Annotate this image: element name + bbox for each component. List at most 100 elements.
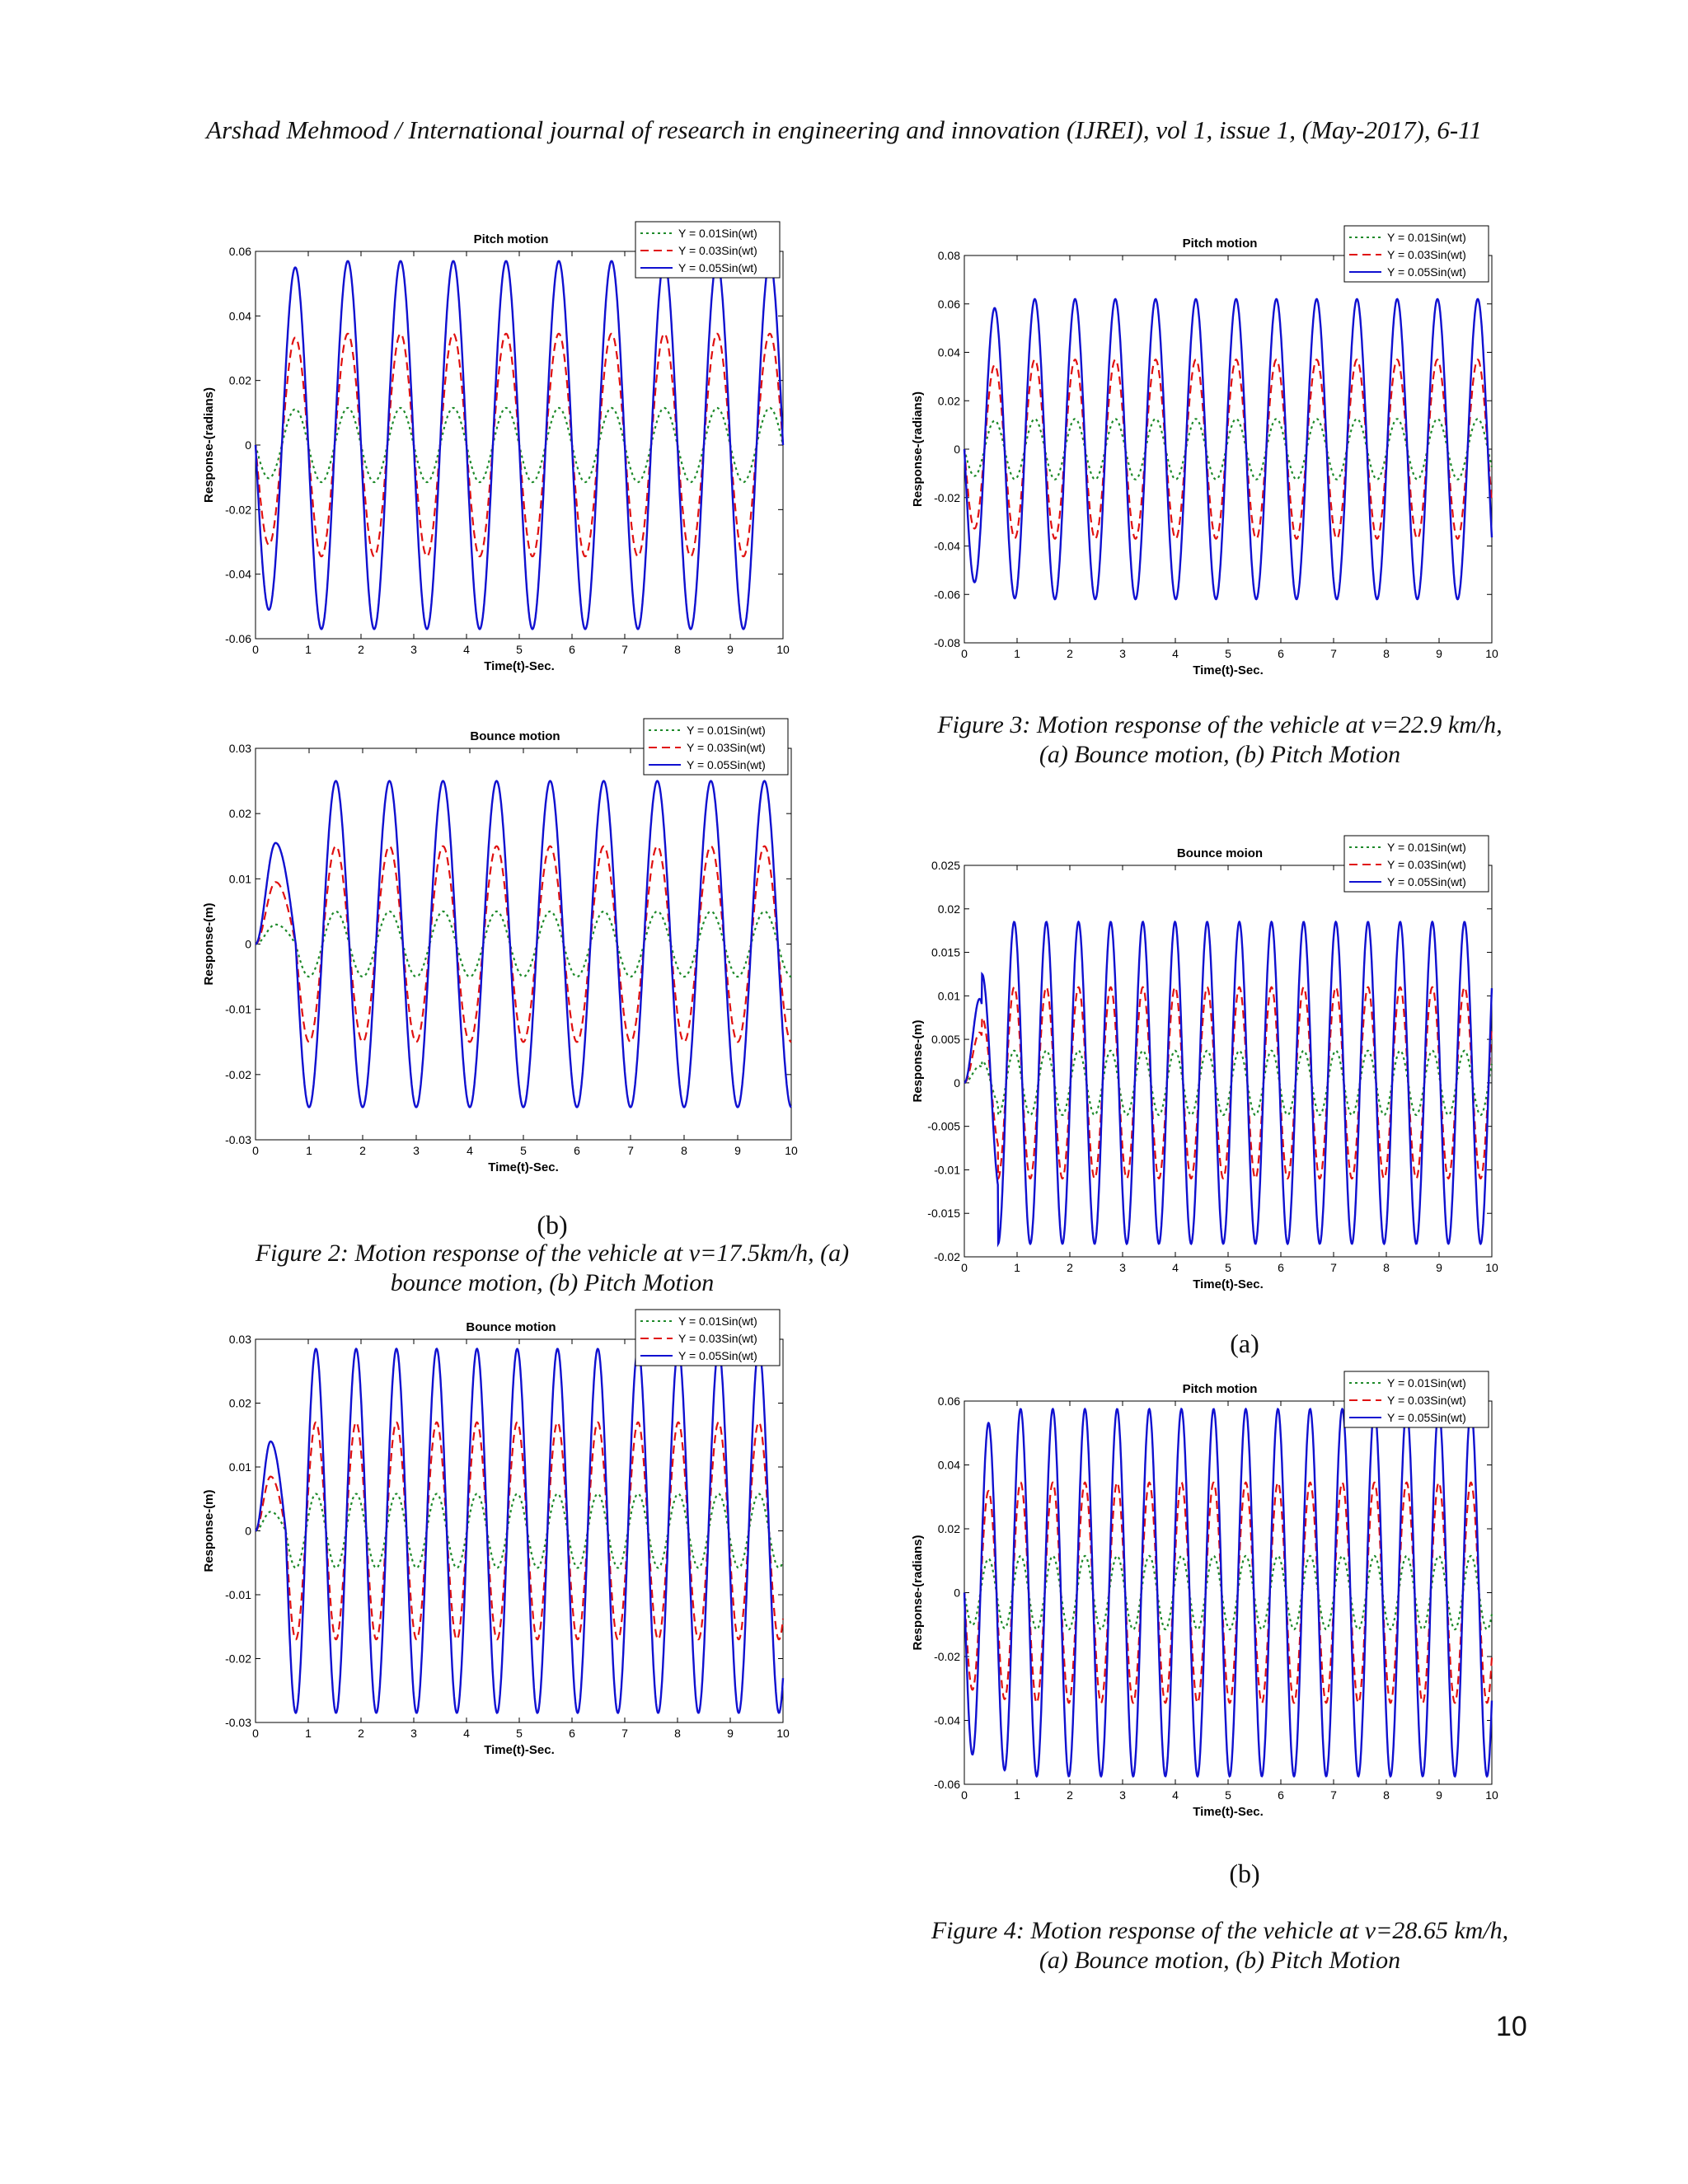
y-tick-label: -0.03: [225, 1716, 251, 1729]
y-tick-label: -0.02: [225, 503, 251, 516]
x-tick-label: 3: [1119, 1261, 1126, 1274]
chart-title: Pitch motion: [1183, 237, 1258, 251]
y-tick-label: -0.06: [934, 1778, 960, 1791]
legend-entry: Y = 0.03Sin(wt): [1387, 858, 1466, 871]
x-tick-label: 10: [1485, 1261, 1498, 1274]
x-tick-label: 2: [1067, 1788, 1073, 1802]
figure-4-caption: Figure 4: Motion response of the vehicle…: [890, 1916, 1550, 1975]
chart-pitch-motion-fig3b: Pitch motion 0 1 2 3 4 5 6 7 8 9 10 -0.08 -0.06 -0.04 -…: [911, 225, 1498, 677]
legend-entry: Y = 0.01Sin(wt): [687, 724, 766, 737]
x-tick-label: 0: [252, 643, 259, 656]
y-tick-label: -0.02: [934, 1650, 960, 1663]
legend-entry: Y = 0.03Sin(wt): [678, 1332, 757, 1345]
x-tick-label: 0: [961, 1261, 968, 1274]
x-tick-label: 2: [359, 1144, 366, 1157]
series-line-3: [254, 260, 785, 630]
x-tick-label: 1: [1014, 647, 1020, 660]
y-axis-label: Response-(m): [202, 902, 216, 985]
x-tick-label: 2: [358, 643, 364, 656]
series-line-1: [256, 910, 792, 978]
y-tick-label: -0.02: [225, 1652, 251, 1666]
chart-pitch-motion-fig4b: Pitch motion 0 1 2 3 4 5 6 7 8 9 10 -0.06 -0.04 -0.02 0…: [911, 1371, 1498, 1819]
y-tick-label: 0.06: [229, 245, 251, 258]
x-tick-label: 7: [621, 643, 628, 656]
legend-entry: Y = 0.01Sin(wt): [678, 227, 757, 240]
x-tick-label: 6: [569, 1727, 575, 1740]
x-tick-label: 3: [1119, 1788, 1126, 1802]
x-tick-label: 1: [1014, 1788, 1020, 1802]
series-line-2: [963, 1481, 1493, 1704]
x-tick-label: 4: [463, 1727, 470, 1740]
chart-pitch-motion-fig2a: Pitch motion 0 1 2 3 4 5 6 7 8 9 10 -0.06 -0.04 -0.02 0…: [202, 221, 790, 673]
x-tick-label: 0: [961, 647, 968, 660]
legend-entry: Y = 0.05Sin(wt): [1387, 265, 1466, 279]
y-tick-label: 0: [954, 443, 960, 456]
x-axis-label: Time(t)-Sec.: [1193, 663, 1264, 677]
x-tick-label: 8: [674, 643, 681, 656]
series-line-2: [255, 845, 792, 1043]
legend-entry: Y = 0.03Sin(wt): [1387, 1394, 1466, 1407]
x-tick-label: 8: [1383, 1788, 1390, 1802]
x-tick-label: 2: [358, 1727, 364, 1740]
y-tick-label: 0: [245, 1525, 251, 1538]
legend-entry: Y = 0.03Sin(wt): [1387, 248, 1466, 261]
x-tick-label: 7: [1330, 1261, 1337, 1274]
legend-entry: Y = 0.05Sin(wt): [687, 758, 766, 771]
x-tick-label: 8: [1383, 647, 1390, 660]
fig4-sublabel-a: (a): [1230, 1329, 1259, 1358]
x-tick-label: 6: [569, 643, 575, 656]
legend-entry: Y = 0.01Sin(wt): [1387, 1376, 1466, 1390]
figure-4-caption-line1: Figure 4: Motion response of the vehicle…: [931, 1917, 1509, 1944]
series-line-2: [255, 1421, 785, 1641]
x-tick-label: 7: [627, 1144, 634, 1157]
plot-area: [964, 1400, 1493, 1785]
series-line-3: [964, 920, 1493, 1248]
legend-entry: Y = 0.01Sin(wt): [1387, 841, 1466, 854]
x-tick-label: 6: [1278, 1788, 1284, 1802]
chart-bounce-motion-fig3a: Bounce motion 0 1 2 3 4 5 6 7 8 9 10 -0.03 -0.02 -0.01…: [202, 1309, 790, 1757]
series-line-1: [256, 1493, 785, 1569]
y-tick-label: 0: [245, 938, 251, 951]
plot-area: [255, 1338, 784, 1723]
y-tick-label: 0.04: [938, 346, 960, 359]
legend-entry: Y = 0.05Sin(wt): [678, 261, 757, 274]
y-tick-label: 0: [245, 438, 251, 452]
y-tick-label: 0.005: [931, 1033, 960, 1046]
x-tick-label: 4: [1172, 647, 1179, 660]
x-tick-label: 5: [1225, 1261, 1231, 1274]
x-tick-label: 3: [410, 1727, 417, 1740]
y-tick-label: 0.01: [229, 872, 251, 885]
x-tick-label: 4: [1172, 1788, 1179, 1802]
y-tick-label: 0.04: [229, 309, 251, 322]
x-tick-label: 1: [306, 1144, 312, 1157]
x-tick-label: 1: [305, 643, 312, 656]
x-tick-label: 3: [413, 1144, 420, 1157]
y-axis-label: Response-(m): [202, 1489, 216, 1572]
x-tick-label: 6: [1278, 647, 1284, 660]
x-tick-label: 0: [252, 1727, 259, 1740]
y-tick-label: 0.02: [938, 394, 960, 407]
x-tick-label: 0: [961, 1788, 968, 1802]
x-tick-label: 5: [516, 1727, 523, 1740]
y-tick-label: 0.06: [938, 298, 960, 311]
x-axis-label: Time(t)-Sec.: [488, 1160, 559, 1174]
y-tick-label: -0.01: [225, 1003, 251, 1016]
y-axis-label: Response-(radians): [911, 391, 925, 507]
chart-bounce-moion-fig4a: Bounce moion 0 1 2 3 4 5 6 7 8 9 10 -0.02 -0.015 -0.01…: [911, 835, 1498, 1291]
legend-entry: Y = 0.05Sin(wt): [678, 1349, 757, 1362]
y-tick-label: 0.08: [938, 249, 960, 262]
y-tick-label: -0.015: [927, 1207, 960, 1220]
legend-entry: Y = 0.01Sin(wt): [1387, 231, 1466, 244]
x-tick-label: 3: [1119, 647, 1126, 660]
y-tick-label: -0.02: [225, 1068, 251, 1081]
figure-4-caption-line2: (a) Bounce motion, (b) Pitch Motion: [1039, 1947, 1401, 1974]
y-axis-label: Response-(radians): [202, 387, 216, 503]
figure-2-caption: Figure 2: Motion response of the vehicle…: [124, 1239, 981, 1298]
x-tick-label: 10: [776, 1727, 790, 1740]
y-axis-label: Response-(m): [911, 1019, 925, 1102]
y-tick-label: 0.015: [931, 946, 960, 959]
y-tick-label: -0.02: [934, 1250, 960, 1263]
y-tick-label: -0.01: [934, 1163, 960, 1176]
x-tick-label: 10: [776, 643, 790, 656]
y-tick-label: 0.06: [938, 1394, 960, 1408]
